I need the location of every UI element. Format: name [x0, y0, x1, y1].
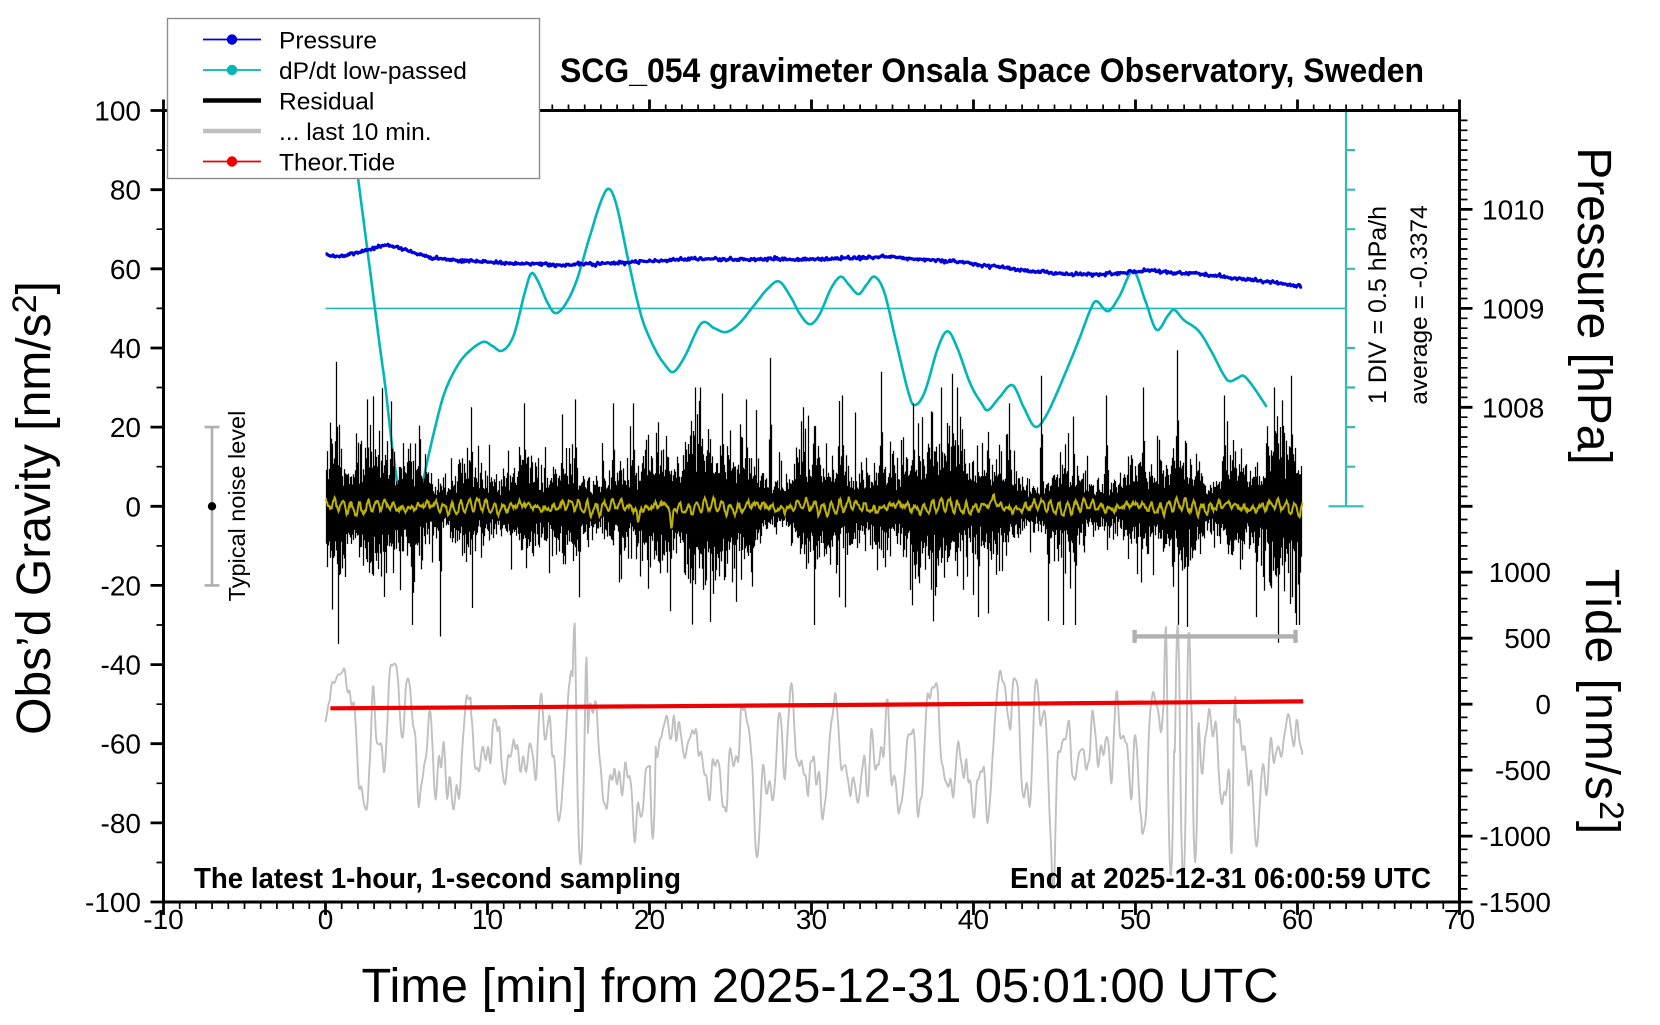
svg-text:1009: 1009 — [1482, 293, 1544, 324]
svg-text:0: 0 — [318, 904, 334, 935]
svg-text:-100: -100 — [85, 887, 141, 918]
svg-text:1 DIV = 0.5 hPa/h: 1 DIV = 0.5 hPa/h — [1364, 206, 1392, 404]
svg-text:500: 500 — [1504, 623, 1551, 654]
svg-text:Pressure: Pressure — [279, 28, 377, 55]
svg-text:0: 0 — [125, 491, 141, 522]
svg-text:10: 10 — [472, 904, 503, 935]
svg-text:20: 20 — [634, 904, 665, 935]
svg-text:-60: -60 — [101, 729, 141, 760]
svg-text:... last 10 min.: ... last 10 min. — [279, 119, 432, 146]
svg-text:50: 50 — [1120, 904, 1151, 935]
svg-text:-80: -80 — [101, 808, 141, 839]
svg-text:End at 2025-12-31 06:00:59 UTC: End at 2025-12-31 06:00:59 UTC — [1010, 863, 1431, 895]
svg-text:SCG_054 gravimeter Onsala Spac: SCG_054 gravimeter Onsala Space Observat… — [560, 52, 1424, 90]
svg-text:80: 80 — [110, 175, 141, 206]
svg-text:Residual: Residual — [279, 89, 374, 116]
svg-text:1010: 1010 — [1482, 194, 1544, 225]
svg-text:Pressure [hPa]: Pressure [hPa] — [1567, 147, 1620, 464]
svg-text:Theor.Tide: Theor.Tide — [279, 150, 395, 177]
svg-text:-1000: -1000 — [1479, 821, 1551, 852]
svg-text:Tide [nm/s2]: Tide [nm/s2] — [1575, 569, 1630, 836]
svg-text:Obs’d Gravity [nm/s2]: Obs’d Gravity [nm/s2] — [6, 281, 61, 735]
svg-text:60: 60 — [1282, 904, 1313, 935]
svg-text:100: 100 — [94, 96, 141, 127]
svg-text:1008: 1008 — [1482, 392, 1544, 423]
svg-text:70: 70 — [1444, 904, 1475, 935]
svg-text:dP/dt low-passed: dP/dt low-passed — [279, 58, 467, 85]
svg-text:-500: -500 — [1495, 755, 1551, 786]
svg-text:40: 40 — [110, 333, 141, 364]
svg-text:-40: -40 — [101, 650, 141, 681]
svg-text:0: 0 — [1535, 689, 1551, 720]
svg-text:The latest 1-hour, 1-second sa: The latest 1-hour, 1-second sampling — [194, 863, 681, 895]
svg-text:-1500: -1500 — [1479, 887, 1551, 918]
svg-text:-10: -10 — [143, 904, 183, 935]
svg-text:-20: -20 — [101, 570, 141, 601]
svg-text:60: 60 — [110, 254, 141, 285]
svg-text:Time [min] from 2025-12-31 05:: Time [min] from 2025-12-31 05:01:00 UTC — [362, 960, 1279, 1013]
svg-text:Typical noise level: Typical noise level — [224, 411, 250, 602]
svg-text:30: 30 — [796, 904, 827, 935]
svg-text:average = -0.3374: average = -0.3374 — [1406, 205, 1433, 405]
svg-text:20: 20 — [110, 412, 141, 443]
svg-text:40: 40 — [958, 904, 989, 935]
svg-text:1000: 1000 — [1489, 557, 1551, 588]
